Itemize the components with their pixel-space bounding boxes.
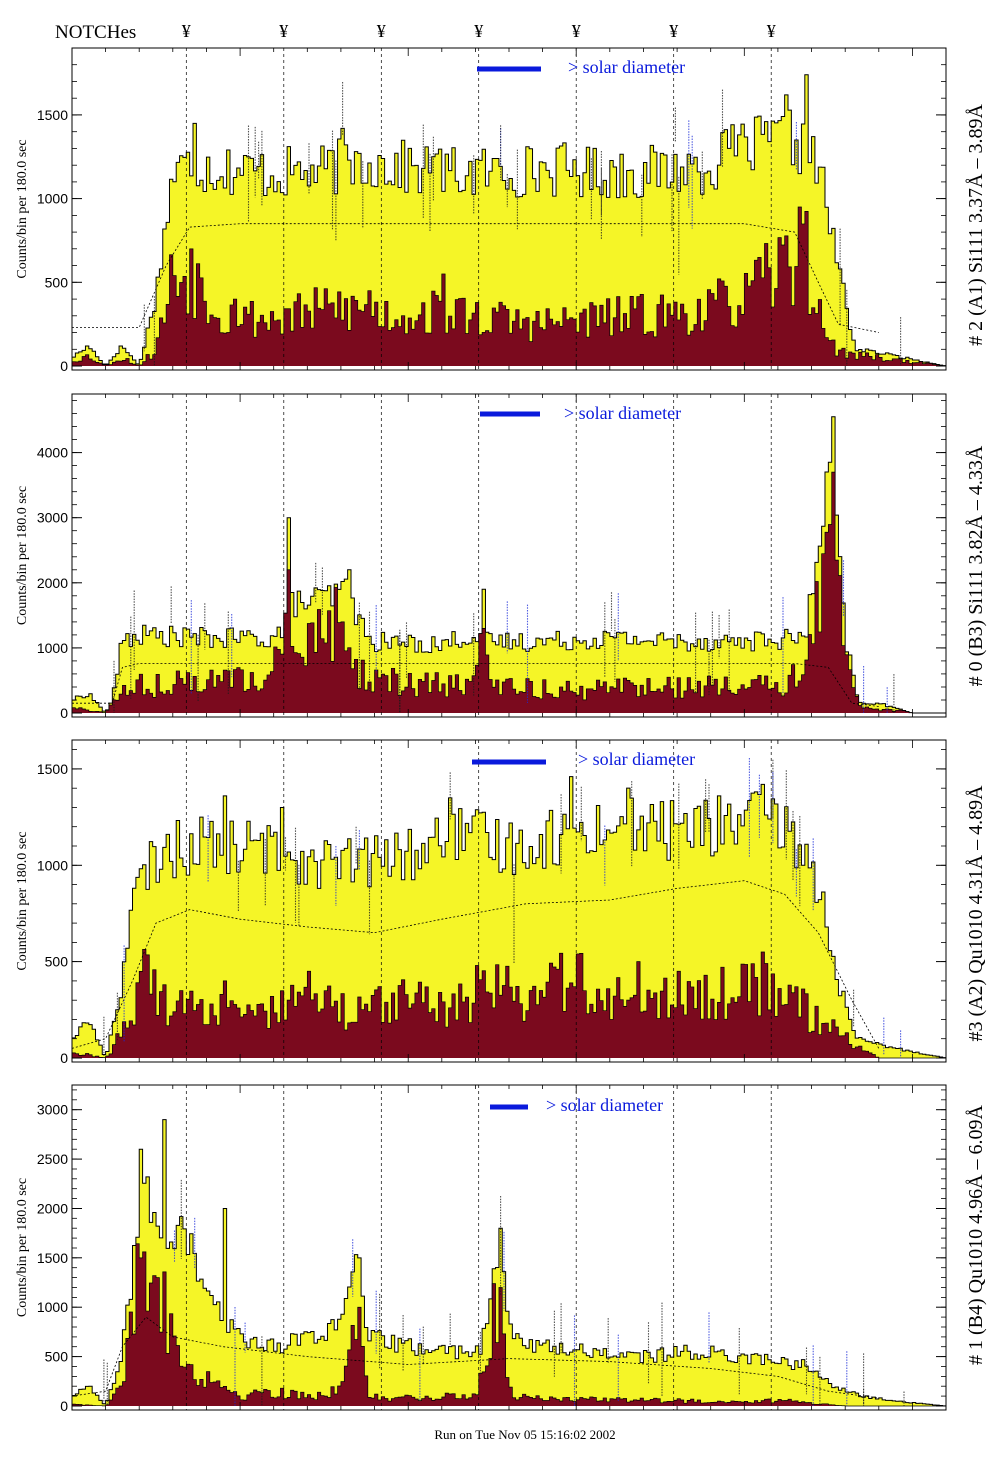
y-tick-label: 2000	[37, 575, 68, 591]
legend-solar-diameter: > solar diameter	[568, 57, 685, 77]
y-axis-label: Counts/bin per 180.0 sec	[15, 831, 30, 970]
total-counts-outline	[72, 74, 946, 367]
component-counts-area	[72, 949, 946, 1058]
y-axis-label: Counts/bin per 180.0 sec	[15, 1178, 30, 1317]
component-counts-area	[72, 472, 946, 713]
model-baseline	[71, 880, 880, 1049]
y-tick-label: 2500	[37, 1151, 68, 1167]
model-baseline	[71, 1316, 879, 1399]
component-counts-outline	[72, 471, 946, 714]
panel-b3: 0 1000 2000 3000 4000 Counts/bin per 180.0 se…	[15, 393, 987, 721]
y-axis-label: Counts/bin per 180.0 sec	[15, 139, 30, 278]
y-tick-label: 4000	[37, 445, 68, 461]
legend-solar-diameter: > solar diameter	[578, 749, 695, 769]
total-counts-outline	[72, 776, 946, 1059]
notch-marker: ¥	[669, 21, 678, 41]
notch-marker: ¥	[279, 21, 288, 41]
y-tick-label: 1000	[37, 1299, 68, 1315]
legend-solar-diameter: > solar diameter	[564, 403, 681, 423]
notch-marker: ¥	[377, 21, 386, 41]
y-tick-label: 0	[60, 1050, 68, 1066]
total-counts-outline	[72, 1119, 946, 1407]
panel-title: # 0 (B3) Si111 3.82Å – 4.33Å	[965, 445, 987, 686]
panels: 0 500 1000 1500 Counts/bin per 180.0 sec # 2 …	[15, 47, 987, 1414]
panel-a1: 0 500 1000 1500 Counts/bin per 180.0 sec # 2 …	[15, 47, 987, 374]
component-counts-outline	[72, 948, 946, 1059]
y-tick-label: 1500	[37, 1250, 68, 1266]
panel-b4: 0 500 1000 1500 2000 2500 3000 Counts/bin per 1…	[15, 1084, 987, 1414]
y-tick-label: 1000	[37, 191, 68, 207]
model-baseline	[72, 223, 879, 333]
run-timestamp: Run on Tue Nov 05 15:16:02 2002	[434, 1427, 615, 1442]
notch-markers: ¥ ¥ ¥ ¥ ¥ ¥ ¥	[182, 21, 776, 41]
y-tick-label: 1000	[37, 640, 68, 656]
y-tick-label: 500	[45, 274, 69, 290]
total-counts-area	[72, 1119, 946, 1406]
notch-marker: ¥	[572, 21, 581, 41]
notch-marker: ¥	[767, 21, 776, 41]
y-tick-label: 1000	[37, 857, 68, 873]
y-tick-label: 2000	[37, 1201, 68, 1217]
panel-title: # 2 (A1) Si111 3.37Å – 3.89Å	[965, 104, 987, 346]
component-counts-area	[72, 1243, 946, 1406]
y-tick-label: 500	[45, 1349, 69, 1365]
legend-solar-diameter: > solar diameter	[546, 1095, 663, 1115]
y-tick-label: 3000	[37, 1102, 68, 1118]
component-counts-outline	[72, 206, 946, 367]
notch-marker: ¥	[182, 21, 191, 41]
panel-title: # 1 (B4) Qu1010 4.96Å – 6.09Å	[965, 1104, 987, 1365]
panel-title: #3 (A2) Qu1010 4.31Å – 4.89Å	[965, 785, 987, 1042]
y-tick-label: 1500	[37, 761, 68, 777]
y-axis-label: Counts/bin per 180.0 sec	[15, 486, 30, 625]
component-counts-outline	[72, 1243, 946, 1407]
notches-label: NOTCHes	[55, 22, 136, 43]
total-counts-outline	[72, 416, 946, 714]
y-tick-label: 500	[45, 954, 69, 970]
y-tick-label: 3000	[37, 510, 68, 526]
y-tick-label: 0	[60, 358, 68, 374]
y-tick-label: 0	[60, 1398, 68, 1414]
panel-a2: 0 500 1000 1500 Counts/bin per 180.0 sec #3 (…	[15, 739, 987, 1066]
y-tick-label: 0	[60, 705, 68, 721]
y-tick-label: 1500	[37, 107, 68, 123]
notch-marker: ¥	[474, 21, 483, 41]
